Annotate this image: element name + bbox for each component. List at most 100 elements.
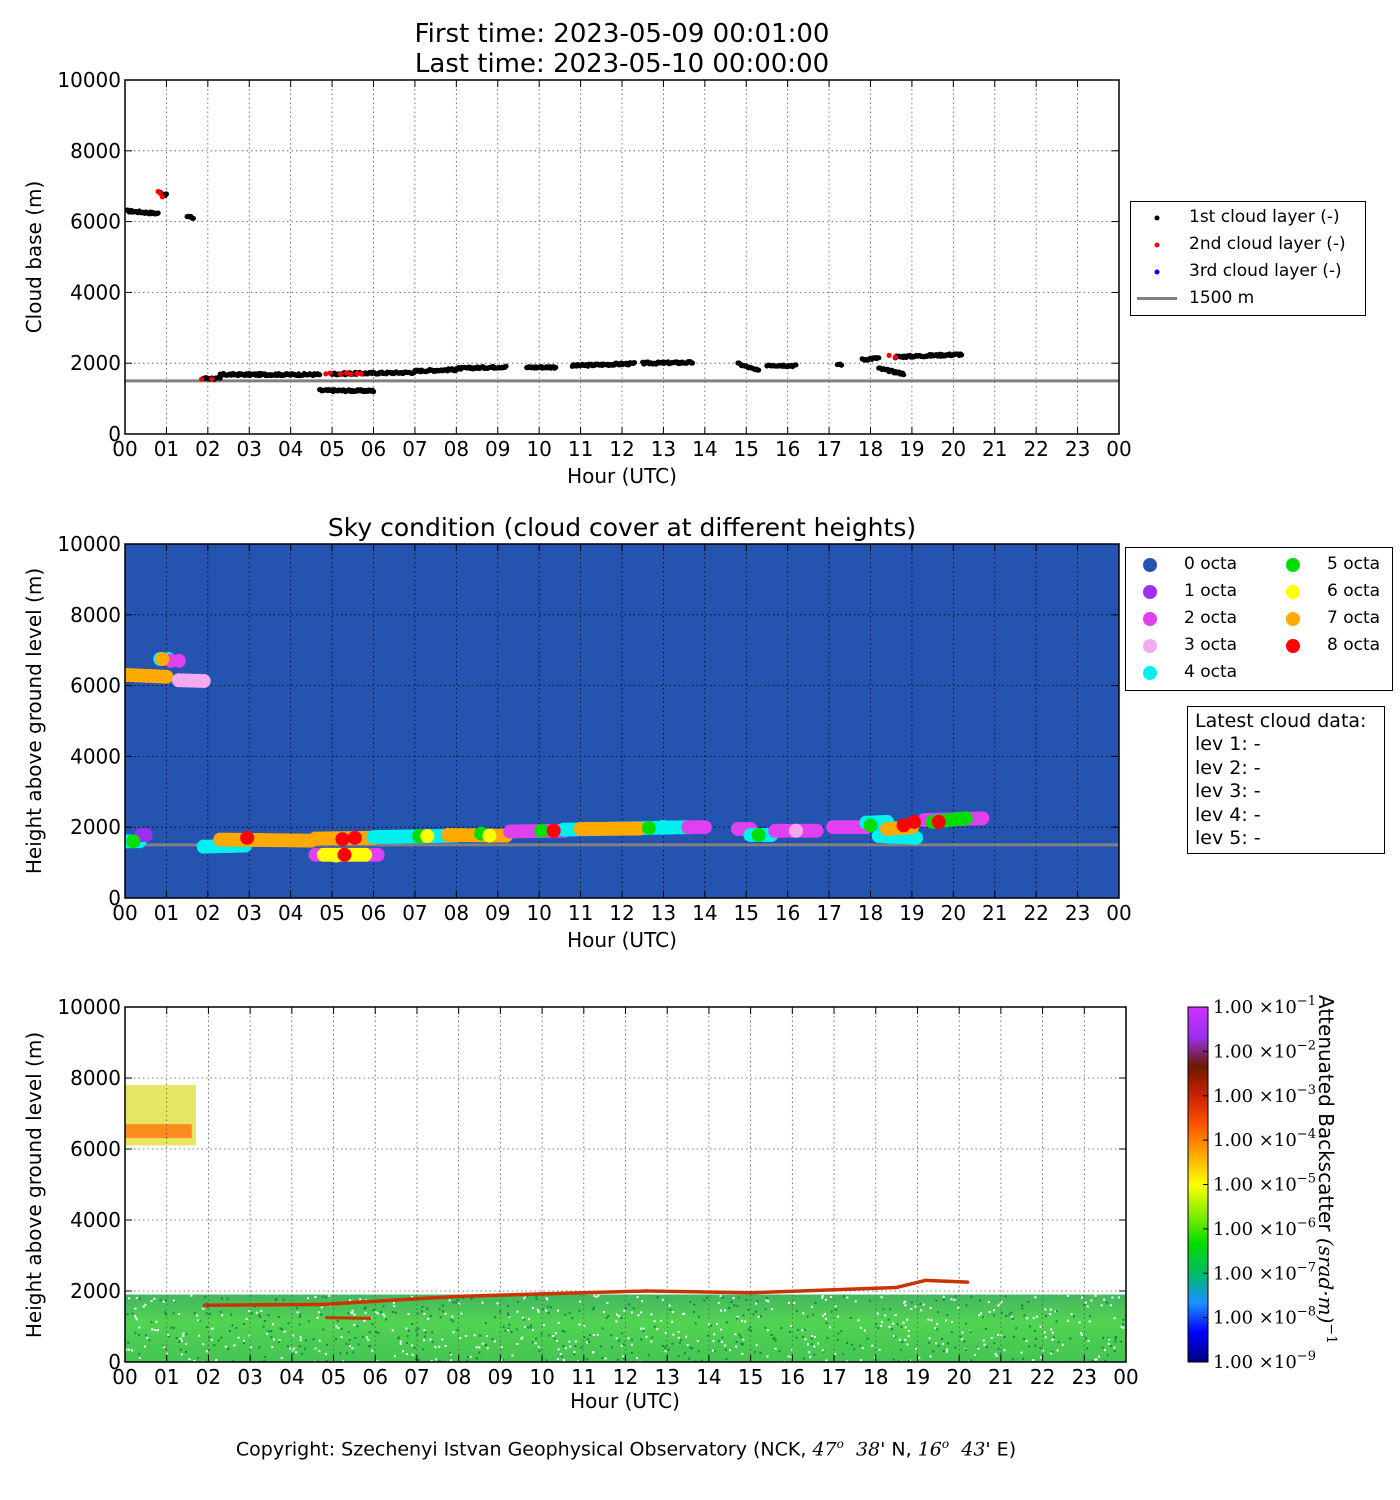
noise-speck xyxy=(405,1327,408,1330)
noise-speck xyxy=(448,1299,451,1302)
noise-speck xyxy=(615,1320,618,1323)
noise-speck xyxy=(172,1299,175,1302)
noise-speck xyxy=(243,1339,246,1342)
latest-line: lev 3: - xyxy=(1195,780,1261,803)
noise-speck xyxy=(990,1336,993,1339)
x-axis-label: Hour (UTC) xyxy=(567,928,677,952)
noise-speck xyxy=(298,1315,301,1318)
x-tick-label: 23 xyxy=(1065,437,1090,461)
noise-speck xyxy=(208,1312,211,1315)
noise-speck xyxy=(286,1345,289,1348)
noise-speck xyxy=(744,1320,747,1323)
noise-speck xyxy=(1050,1328,1053,1331)
legend-item: 3rd cloud layer (-) xyxy=(1131,258,1365,285)
noise-speck xyxy=(712,1340,715,1343)
noise-speck xyxy=(884,1314,887,1317)
noise-speck xyxy=(511,1354,514,1357)
noise-speck xyxy=(807,1343,810,1346)
colorbar-label: Attenuated Backscatter (srad·m)−1 xyxy=(1314,995,1339,1344)
noise-speck xyxy=(1023,1337,1026,1340)
noise-speck xyxy=(231,1324,234,1327)
noise-speck xyxy=(685,1335,688,1338)
noise-speck xyxy=(315,1360,318,1362)
legend-marker xyxy=(1154,215,1160,220)
x-tick-label: 04 xyxy=(278,901,303,925)
noise-speck xyxy=(278,1339,281,1342)
legend-item: 4 octa xyxy=(1126,659,1249,686)
noise-speck xyxy=(523,1318,526,1321)
noise-speck xyxy=(894,1335,897,1338)
colorbar-tick-label: 1.00 ×10−5 xyxy=(1213,1172,1316,1196)
noise-speck xyxy=(1113,1317,1116,1320)
lon-degrees: 16 xyxy=(917,1438,942,1461)
octa-point xyxy=(534,823,549,838)
noise-speck xyxy=(438,1308,441,1311)
noise-speck xyxy=(664,1331,667,1334)
noise-speck xyxy=(356,1325,359,1328)
cloud-base-trace-low xyxy=(325,1316,372,1320)
noise-speck xyxy=(320,1313,323,1316)
noise-speck xyxy=(664,1350,667,1353)
noise-speck xyxy=(680,1339,683,1342)
noise-speck xyxy=(795,1310,798,1313)
octa-point xyxy=(909,830,924,845)
noise-speck xyxy=(640,1311,643,1314)
noise-speck xyxy=(935,1342,938,1345)
layer1-point xyxy=(317,372,323,378)
noise-speck xyxy=(359,1298,362,1301)
noise-speck xyxy=(535,1337,538,1340)
noise-speck xyxy=(620,1344,623,1347)
noise-speck xyxy=(708,1322,711,1325)
noise-speck xyxy=(1095,1358,1098,1361)
noise-speck xyxy=(154,1329,157,1332)
noise-speck xyxy=(303,1347,306,1350)
noise-speck xyxy=(205,1350,208,1353)
noise-speck xyxy=(1032,1317,1035,1320)
noise-speck xyxy=(1079,1332,1082,1335)
x-tick-label: 10 xyxy=(529,1365,554,1389)
x-tick-label: 15 xyxy=(738,1365,763,1389)
layer1-point xyxy=(631,359,638,366)
backscatter-chart: 00 01 02 03 04 05 06 07 08 09 10 11 12 13 14 15 16 17 18 19… xyxy=(22,994,1339,1413)
noise-speck xyxy=(756,1300,759,1303)
noise-speck xyxy=(922,1303,925,1306)
noise-speck xyxy=(385,1318,388,1321)
noise-speck xyxy=(1084,1301,1087,1304)
noise-speck xyxy=(568,1311,571,1314)
noise-speck xyxy=(880,1296,883,1299)
noise-speck xyxy=(421,1305,424,1308)
noise-speck xyxy=(1005,1315,1008,1318)
noise-speck xyxy=(813,1345,816,1348)
noise-speck xyxy=(134,1307,137,1310)
noise-speck xyxy=(1008,1313,1011,1316)
y-tick-label: 10000 xyxy=(57,532,121,556)
noise-speck xyxy=(156,1329,159,1332)
noise-speck xyxy=(1012,1335,1015,1338)
noise-speck xyxy=(878,1348,881,1351)
noise-speck xyxy=(774,1347,777,1350)
noise-speck xyxy=(671,1311,674,1314)
noise-speck xyxy=(889,1308,892,1311)
noise-speck xyxy=(547,1305,550,1308)
noise-speck xyxy=(429,1338,432,1341)
legend-marker xyxy=(1154,269,1160,274)
noise-speck xyxy=(450,1359,453,1362)
noise-speck xyxy=(365,1336,368,1339)
noise-speck xyxy=(689,1300,692,1303)
noise-speck xyxy=(131,1349,134,1352)
noise-speck xyxy=(735,1341,738,1344)
sky-condition-chart: Sky condition (cloud cover at different … xyxy=(22,513,1132,952)
noise-speck xyxy=(651,1336,654,1339)
noise-speck xyxy=(248,1309,251,1312)
colorbar-exponent: −5 xyxy=(1297,1172,1316,1187)
x-tick-label: 18 xyxy=(858,901,883,925)
noise-speck xyxy=(764,1326,767,1329)
latest-line: lev 4: - xyxy=(1195,803,1261,826)
noise-speck xyxy=(245,1317,248,1320)
legend-marker xyxy=(1286,557,1300,572)
x-axis-label: Hour (UTC) xyxy=(570,1389,680,1413)
noise-speck xyxy=(485,1334,488,1337)
noise-speck xyxy=(622,1357,625,1360)
noise-speck xyxy=(416,1333,419,1336)
noise-speck xyxy=(522,1316,525,1319)
